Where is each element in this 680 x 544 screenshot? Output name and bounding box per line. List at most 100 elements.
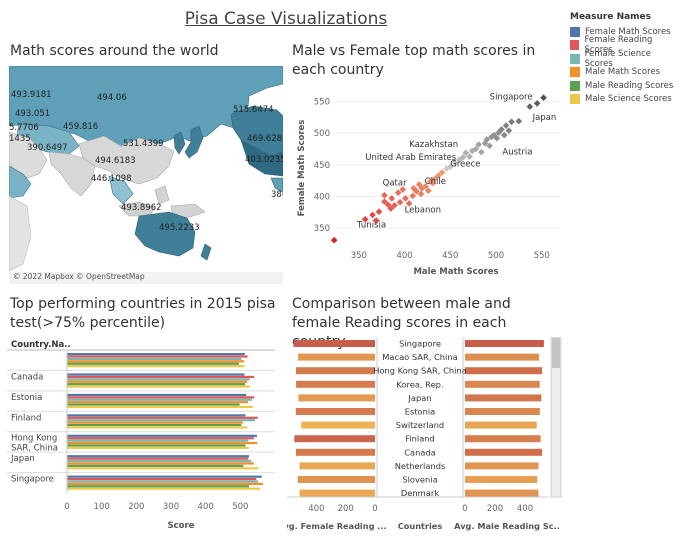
scatter-point[interactable] xyxy=(451,159,459,167)
scatter-point[interactable] xyxy=(381,191,388,199)
reading-male-bar[interactable] xyxy=(465,448,543,456)
reading-male-bar[interactable] xyxy=(465,394,542,402)
legend-item[interactable]: Female Reading Scores xyxy=(570,35,678,55)
reading-female-bar[interactable] xyxy=(297,476,375,483)
bars-bar[interactable] xyxy=(67,441,258,445)
reading-male-bar[interactable] xyxy=(465,367,543,375)
reading-male-bar[interactable] xyxy=(465,462,539,470)
scatter-point[interactable] xyxy=(462,149,470,157)
reading-male-bar[interactable] xyxy=(465,380,540,388)
bars-bar[interactable] xyxy=(67,385,251,388)
bars-bar[interactable] xyxy=(67,437,254,440)
scatter-point[interactable] xyxy=(369,211,376,219)
reading-male-bar[interactable] xyxy=(465,489,539,497)
bars-bar[interactable] xyxy=(67,455,249,458)
scatter-point[interactable] xyxy=(361,216,369,223)
scatter-point[interactable] xyxy=(372,217,380,224)
scatter-point[interactable] xyxy=(409,192,417,200)
bars-bar[interactable] xyxy=(67,477,257,481)
legend-item[interactable]: Male Reading Scores xyxy=(570,79,678,93)
scatter-point[interactable] xyxy=(478,148,485,156)
scatter-point[interactable] xyxy=(438,169,446,176)
scatter-point[interactable] xyxy=(466,153,473,160)
reading-chart[interactable]: Singapore Macao SAR, China Hong Kong SAR, … xyxy=(287,337,567,537)
bars-bar[interactable] xyxy=(67,357,242,361)
scatter-point[interactable] xyxy=(488,133,495,141)
scatter-point[interactable] xyxy=(475,141,482,148)
scatter-point[interactable] xyxy=(396,198,404,206)
bars-bar[interactable] xyxy=(67,480,259,483)
scatter-point[interactable] xyxy=(429,179,437,187)
bars-bar[interactable] xyxy=(67,446,249,449)
scatter-point[interactable] xyxy=(375,208,383,215)
reading-female-bar[interactable] xyxy=(299,489,375,497)
bars-bar[interactable] xyxy=(67,414,246,417)
reading-male-bar[interactable] xyxy=(465,435,541,443)
bars-bar[interactable] xyxy=(67,487,260,490)
legend-item[interactable]: Female Science Scores xyxy=(570,49,678,69)
scatter-point[interactable] xyxy=(498,126,505,133)
bars-bar[interactable] xyxy=(67,462,254,465)
bars-bar[interactable] xyxy=(67,423,242,427)
scatter-point[interactable] xyxy=(418,184,426,192)
scatter-point[interactable] xyxy=(508,118,515,126)
top-bars-chart[interactable]: Country.Na.. Canada Estonia Finland Hong Kon… xyxy=(7,337,282,537)
bars-bar[interactable] xyxy=(67,355,248,358)
bars-bar[interactable] xyxy=(67,421,243,424)
reading-female-bar[interactable] xyxy=(298,394,375,402)
scatter-point[interactable] xyxy=(391,202,398,209)
scatter-point[interactable] xyxy=(526,103,534,110)
scatter-point[interactable] xyxy=(426,178,434,185)
scatter-point[interactable] xyxy=(493,134,501,142)
reading-male-bar[interactable] xyxy=(465,476,538,483)
bars-bar[interactable] xyxy=(67,375,255,379)
reading-female-bar[interactable] xyxy=(295,408,375,415)
reading-female-bar[interactable] xyxy=(295,448,375,456)
legend-item[interactable]: Male Science Scores xyxy=(570,93,678,107)
legend-item[interactable]: Male Math Scores xyxy=(570,66,678,80)
scatter-point[interactable] xyxy=(459,153,467,161)
scatter-point[interactable] xyxy=(456,156,463,164)
scatter-point[interactable] xyxy=(483,136,491,143)
bars-bar[interactable] xyxy=(67,360,245,363)
world-map[interactable]: 494.06 515.6474 469.6285 403.0235 493.9181 49… xyxy=(9,66,283,284)
bars-bar[interactable] xyxy=(67,393,247,397)
reading-female-bar[interactable] xyxy=(298,353,375,361)
bars-bar[interactable] xyxy=(67,405,253,409)
reading-scroll-thumb[interactable] xyxy=(552,338,560,368)
bars-bar[interactable] xyxy=(67,459,252,463)
bars-bar[interactable] xyxy=(67,380,248,383)
scatter-point[interactable] xyxy=(540,94,547,101)
reading-female-bar[interactable] xyxy=(294,435,375,443)
scatter-point[interactable] xyxy=(533,100,541,107)
scatter-point[interactable] xyxy=(330,236,338,244)
reading-male-bar[interactable] xyxy=(465,340,544,347)
reading-male-bar[interactable] xyxy=(465,408,540,415)
reading-scrollbar[interactable] xyxy=(550,337,562,498)
bars-bar[interactable] xyxy=(67,475,262,478)
scatter-point[interactable] xyxy=(425,187,432,195)
bars-bar[interactable] xyxy=(67,467,259,470)
bars-bar[interactable] xyxy=(67,419,255,422)
bars-bar[interactable] xyxy=(67,396,255,399)
reading-male-bar[interactable] xyxy=(465,421,537,429)
bars-bar[interactable] xyxy=(67,365,245,368)
scatter-point[interactable] xyxy=(431,175,439,183)
reading-female-bar[interactable] xyxy=(299,462,375,470)
scatter-point[interactable] xyxy=(446,163,454,171)
bars-bar[interactable] xyxy=(67,439,249,442)
bars-bar[interactable] xyxy=(67,398,252,401)
reading-male-bar[interactable] xyxy=(465,353,539,361)
bars-bar[interactable] xyxy=(67,434,257,437)
scatter-point[interactable] xyxy=(515,117,523,125)
bars-bar[interactable] xyxy=(67,373,245,376)
bars-bar[interactable] xyxy=(67,464,244,467)
scatter-point[interactable] xyxy=(472,145,480,153)
scatter-point[interactable] xyxy=(388,195,396,202)
bars-bar[interactable] xyxy=(67,426,248,429)
bars-bar[interactable] xyxy=(67,485,249,488)
bars-bar[interactable] xyxy=(67,383,246,386)
scatter-chart[interactable]: 350 400 450 500 550 350 400 450 500 550 Male Math … xyxy=(292,84,572,284)
bars-bar[interactable] xyxy=(67,401,248,404)
scatter-point[interactable] xyxy=(402,195,409,202)
